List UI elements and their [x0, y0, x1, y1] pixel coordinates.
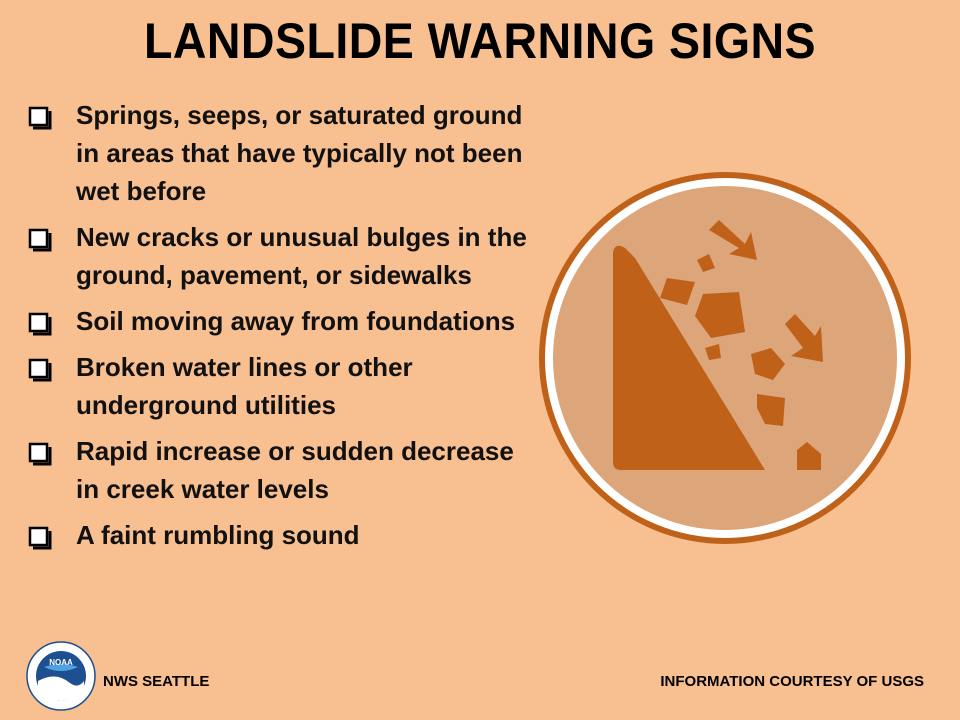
checkbox-icon: [28, 106, 52, 130]
footer-left-text: NWS SEATTLE: [103, 673, 210, 690]
list-item: Springs, seeps, or saturated ground in a…: [28, 96, 528, 210]
list-item-text: Soil moving away from foundations: [76, 306, 516, 336]
arrow-down-right-icon: [785, 314, 823, 362]
list-item: New cracks or unusual bulges in the grou…: [28, 218, 528, 294]
page-title: LANDSLIDE WARNING SIGNS: [143, 13, 817, 69]
checkbox-icon: [28, 358, 52, 382]
list-item: A faint rumbling sound: [28, 516, 528, 554]
list-item: Rapid increase or sudden decrease in cre…: [28, 432, 528, 508]
list-item-text: Rapid increase or sudden decrease in cre…: [76, 436, 514, 504]
footer-right-text: INFORMATION COURTESY OF USGS: [660, 673, 924, 690]
list-item-text: A faint rumbling sound: [76, 520, 360, 550]
list-item-text: Springs, seeps, or saturated ground in a…: [76, 100, 523, 206]
warning-signs-list: Springs, seeps, or saturated ground in a…: [28, 96, 528, 562]
list-item: Soil moving away from foundations: [28, 302, 528, 340]
checkbox-icon: [28, 228, 52, 252]
list-item-text: Broken water lines or other underground …: [76, 352, 413, 420]
landslide-icon: [539, 172, 911, 544]
checkbox-icon: [28, 312, 52, 336]
noaa-logo: NOAA: [26, 641, 96, 711]
list-item-text: New cracks or unusual bulges in the grou…: [76, 222, 527, 290]
slope-shape: [613, 245, 765, 470]
logo-text: NOAA: [49, 658, 73, 667]
list-item: Broken water lines or other underground …: [28, 348, 528, 424]
checkbox-icon: [28, 526, 52, 550]
arrow-down-right-icon: [709, 220, 757, 260]
checkbox-icon: [28, 442, 52, 466]
